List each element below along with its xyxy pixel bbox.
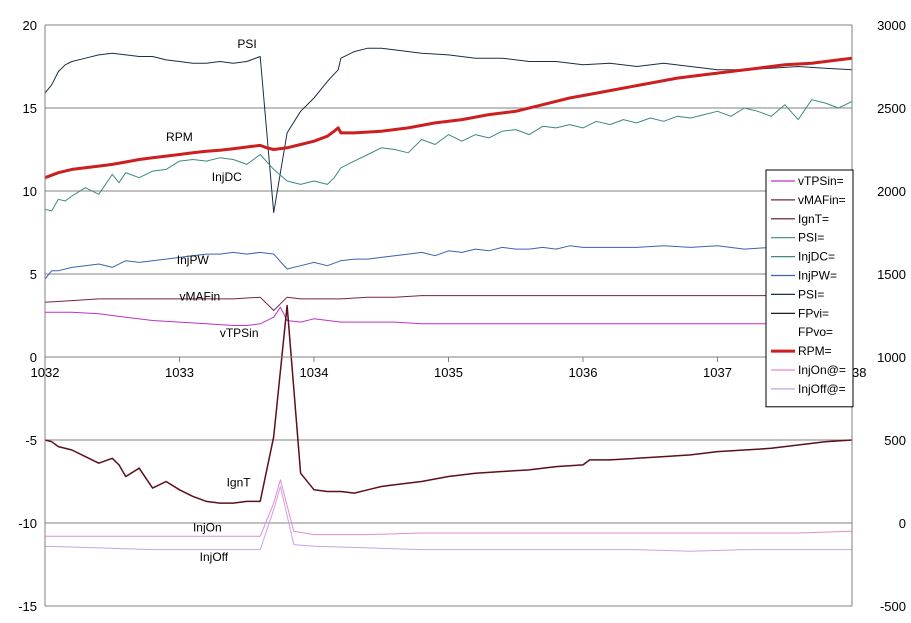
legend-label-0: vTPSin= bbox=[798, 174, 844, 188]
series-layer bbox=[44, 47, 853, 552]
x-tick-label-0: 1032 bbox=[31, 365, 60, 380]
y-tick-label-1: 15 bbox=[23, 101, 37, 116]
series-line-ignt bbox=[44, 304, 853, 504]
legend-label-5: InjPW= bbox=[798, 269, 837, 283]
series-line-psi bbox=[44, 47, 853, 214]
y2-tick-label-5: 500 bbox=[884, 433, 906, 448]
series-line-injpw bbox=[44, 245, 853, 280]
annotation-vmafin: vMAFin bbox=[180, 290, 221, 304]
legend-label-2: IgnT= bbox=[798, 212, 829, 226]
legend-label-7: FPvi= bbox=[798, 306, 829, 320]
x-tick-label-3: 1035 bbox=[434, 365, 463, 380]
y-tick-label-6: -10 bbox=[18, 516, 37, 531]
axes-layer bbox=[44, 25, 853, 606]
series-line-rpm bbox=[44, 56, 853, 180]
annotation-injdc: InjDC bbox=[212, 170, 242, 184]
annotation-injoff: InjOff bbox=[200, 550, 229, 564]
x-tick-label-2: 1034 bbox=[300, 365, 329, 380]
y2-tick-label-2: 2000 bbox=[877, 184, 906, 199]
legend-label-1: vMAFin= bbox=[798, 193, 846, 207]
series-line-injdc bbox=[44, 99, 853, 212]
series-line-vtpsin bbox=[45, 306, 852, 326]
legend-box bbox=[765, 169, 854, 408]
y-tick-label-7: -15 bbox=[18, 599, 37, 614]
legend-label-11: InjOff@= bbox=[798, 382, 846, 396]
annotation-injpw: InjPW bbox=[177, 253, 210, 267]
series-line-vmafin bbox=[44, 295, 852, 311]
y-tick-label-3: 5 bbox=[30, 267, 37, 282]
y2-tick-label-0: 3000 bbox=[877, 18, 906, 33]
legend: vTPSin= vMAFin= IgnT= PSI= InjDC= InjPW= PSI= F… bbox=[765, 169, 854, 408]
x-tick-label-4: 1036 bbox=[569, 365, 598, 380]
y-tick-label-0: 20 bbox=[23, 18, 37, 33]
series-line-injon bbox=[45, 479, 853, 537]
y2-tick-label-1: 2500 bbox=[877, 101, 906, 116]
legend-label-10: InjOn@= bbox=[798, 363, 846, 377]
y2-tick-label-7: -500 bbox=[880, 599, 906, 614]
annotations: PSI RPM InjDC InjPW vMAFin vTPSin IgnT InjOn Inj… bbox=[166, 37, 258, 564]
x-tick-label-5: 1037 bbox=[703, 365, 732, 380]
legend-label-9: RPM= bbox=[798, 344, 832, 358]
y-tick-label-4: 0 bbox=[30, 350, 37, 365]
legend-label-8: FPvo= bbox=[798, 325, 833, 339]
series-line-injoff bbox=[44, 486, 852, 552]
annotation-rpm: RPM bbox=[166, 130, 193, 144]
gridlines bbox=[45, 24, 852, 607]
legend-label-3: PSI= bbox=[798, 231, 824, 245]
y2-tick-label-4: 1000 bbox=[877, 350, 906, 365]
legend-label-4: InjDC= bbox=[798, 250, 835, 264]
y2-tick-label-6: 0 bbox=[899, 516, 906, 531]
annotation-ignt: IgnT bbox=[227, 475, 252, 489]
y2-tick-label-3: 1500 bbox=[877, 267, 906, 282]
annotation-vtpsin: vTPSin bbox=[220, 326, 259, 340]
legend-label-6: PSI= bbox=[798, 287, 824, 301]
tick-labels: 103210331034103510361037103820151050-5-1… bbox=[18, 18, 906, 614]
annotation-injon: InjOn bbox=[193, 520, 222, 534]
annotation-psi: PSI bbox=[237, 37, 256, 51]
y-tick-label-5: -5 bbox=[25, 433, 37, 448]
y-tick-label-2: 10 bbox=[23, 184, 37, 199]
x-tick-label-1: 1033 bbox=[165, 365, 194, 380]
